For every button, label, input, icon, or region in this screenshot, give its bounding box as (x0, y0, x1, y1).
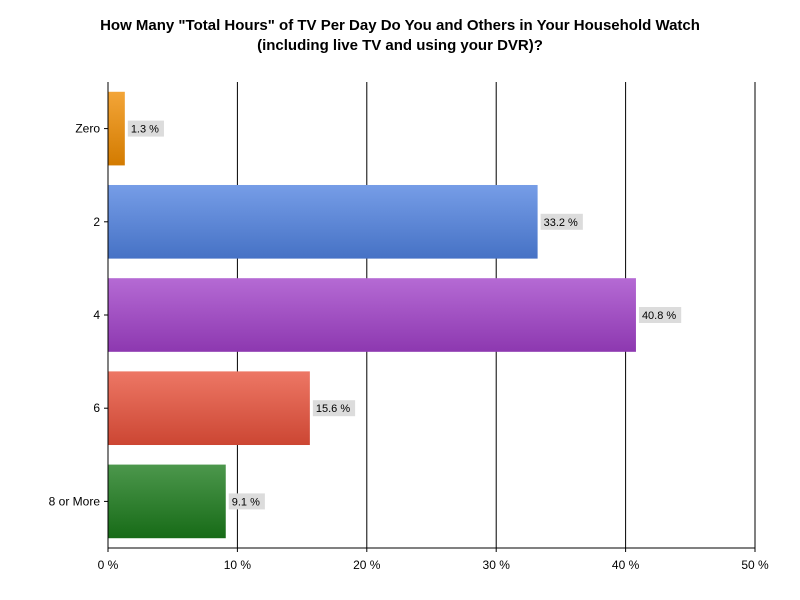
y-tick-label: 6 (93, 401, 100, 415)
bar-zero (108, 91, 125, 166)
axes (104, 82, 756, 552)
data-label: 1.3 % (131, 124, 159, 136)
data-label: 15.6 % (316, 403, 350, 415)
x-tick-label: 0 % (98, 558, 119, 572)
y-tick-label: 4 (93, 308, 100, 322)
bar-8-or-more (108, 464, 226, 539)
x-tick-label: 50 % (741, 558, 769, 572)
y-tick-label: 2 (93, 215, 100, 229)
labels: 0 % 10 % 20 % 30 % 40 % 50 % Zero 1.3 % 2 33.2 % 4… (49, 120, 769, 572)
data-label: 40.8 % (642, 310, 676, 322)
data-label-background (228, 493, 265, 510)
chart-title-line-1: How Many "Total Hours" of TV Per Day Do … (100, 17, 700, 34)
y-tick-label: 8 or More (49, 494, 101, 508)
bar-4 (108, 278, 636, 352)
data-label-background (312, 400, 356, 417)
y-tick-label: Zero (75, 122, 100, 136)
chart-title: How Many "Total Hours" of TV Per Day Do … (0, 16, 800, 56)
bar-6 (108, 371, 310, 446)
x-tick-label: 30 % (483, 558, 511, 572)
data-label: 9.1 % (232, 496, 260, 508)
x-tick-label: 10 % (224, 558, 252, 572)
chart-title-line-2: (including live TV and using your DVR)? (257, 37, 543, 54)
x-tick-label: 40 % (612, 558, 640, 572)
data-label-background (540, 213, 583, 230)
data-label: 33.2 % (544, 217, 578, 229)
bar-2 (108, 184, 538, 259)
x-tick-label: 20 % (353, 558, 381, 572)
bars (108, 91, 636, 539)
data-label-background (638, 307, 682, 323)
data-label-background (127, 120, 164, 137)
